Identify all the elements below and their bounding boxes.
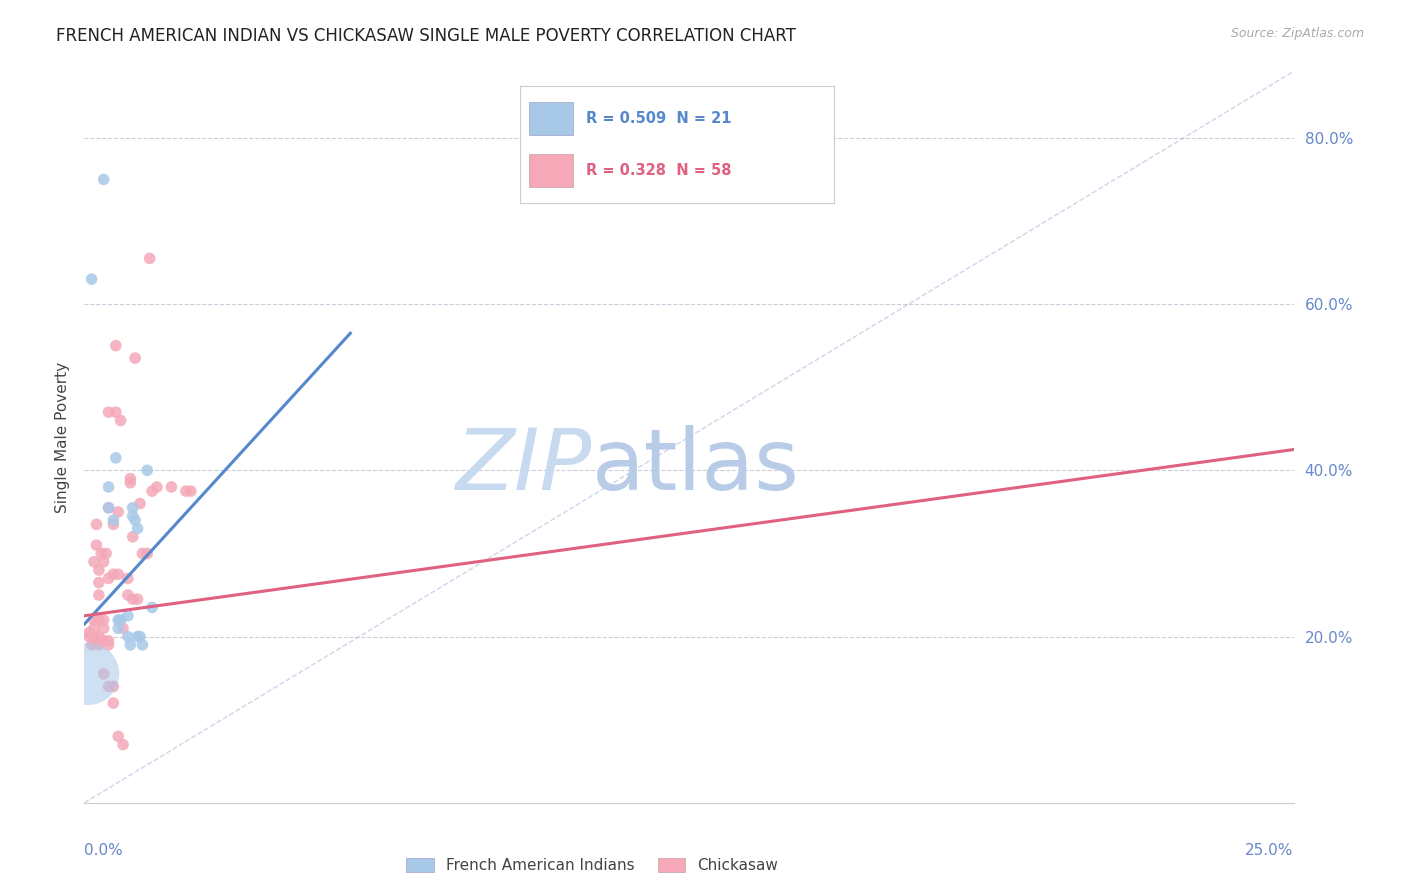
Point bbox=[87, 638, 110, 652]
Point bbox=[112, 621, 135, 635]
Point bbox=[107, 567, 129, 582]
Point bbox=[117, 608, 139, 623]
Text: 0.0%: 0.0% bbox=[84, 843, 124, 858]
Point bbox=[138, 252, 160, 266]
Y-axis label: Single Male Poverty: Single Male Poverty bbox=[55, 361, 70, 513]
Point bbox=[93, 555, 115, 569]
Point bbox=[146, 480, 169, 494]
Point bbox=[117, 571, 139, 585]
Point bbox=[160, 480, 183, 494]
Point bbox=[103, 567, 125, 582]
Point bbox=[136, 463, 159, 477]
Point bbox=[120, 475, 142, 490]
Point bbox=[97, 571, 120, 585]
Point bbox=[86, 538, 108, 552]
Point bbox=[107, 621, 129, 635]
Point bbox=[131, 638, 153, 652]
Point bbox=[110, 613, 132, 627]
Point bbox=[127, 521, 149, 535]
Point bbox=[120, 638, 142, 652]
Point bbox=[90, 546, 112, 560]
Point bbox=[103, 517, 125, 532]
Point bbox=[93, 633, 115, 648]
Point bbox=[86, 517, 108, 532]
Point bbox=[93, 172, 115, 186]
Text: Source: ZipAtlas.com: Source: ZipAtlas.com bbox=[1230, 27, 1364, 40]
Point bbox=[94, 546, 117, 560]
Point bbox=[77, 630, 100, 644]
Point bbox=[93, 667, 115, 681]
Point bbox=[124, 351, 146, 365]
Legend: French American Indians, Chickasaw: French American Indians, Chickasaw bbox=[401, 852, 785, 880]
Point bbox=[174, 484, 197, 499]
Point bbox=[117, 588, 139, 602]
Point bbox=[83, 555, 105, 569]
Point bbox=[107, 613, 129, 627]
Point bbox=[93, 621, 115, 635]
Point bbox=[83, 621, 105, 635]
Point bbox=[103, 680, 125, 694]
Point bbox=[127, 592, 149, 607]
Point bbox=[87, 630, 110, 644]
Point bbox=[97, 500, 120, 515]
Point bbox=[117, 630, 139, 644]
Point bbox=[97, 500, 120, 515]
Point bbox=[77, 667, 100, 681]
Point bbox=[131, 546, 153, 560]
Point bbox=[87, 563, 110, 577]
Point bbox=[87, 588, 110, 602]
Point bbox=[141, 600, 163, 615]
Point bbox=[80, 272, 103, 286]
Text: FRENCH AMERICAN INDIAN VS CHICKASAW SINGLE MALE POVERTY CORRELATION CHART: FRENCH AMERICAN INDIAN VS CHICKASAW SING… bbox=[56, 27, 796, 45]
Point bbox=[141, 484, 163, 499]
Point bbox=[93, 613, 115, 627]
Point bbox=[129, 497, 152, 511]
Point bbox=[103, 696, 125, 710]
Point bbox=[107, 505, 129, 519]
Point bbox=[121, 509, 143, 524]
Point bbox=[77, 625, 100, 640]
Point bbox=[120, 472, 142, 486]
Point bbox=[87, 613, 110, 627]
Point bbox=[107, 729, 129, 743]
Point bbox=[97, 680, 120, 694]
Point bbox=[97, 633, 120, 648]
Point bbox=[124, 513, 146, 527]
Point bbox=[104, 338, 127, 352]
Point bbox=[103, 513, 125, 527]
Text: 25.0%: 25.0% bbox=[1246, 843, 1294, 858]
Text: atlas: atlas bbox=[592, 425, 800, 508]
Point bbox=[87, 575, 110, 590]
Point bbox=[83, 633, 105, 648]
Point bbox=[121, 530, 143, 544]
Point bbox=[129, 630, 152, 644]
Point bbox=[180, 484, 202, 499]
Point bbox=[136, 546, 159, 560]
Point bbox=[97, 638, 120, 652]
Point bbox=[121, 500, 143, 515]
Point bbox=[112, 738, 135, 752]
Point bbox=[97, 405, 120, 419]
Point bbox=[127, 630, 149, 644]
Point bbox=[104, 405, 127, 419]
Point bbox=[80, 638, 103, 652]
Point bbox=[83, 613, 105, 627]
Point bbox=[104, 450, 127, 465]
Point bbox=[121, 592, 143, 607]
Text: ZIP: ZIP bbox=[456, 425, 592, 508]
Point bbox=[97, 480, 120, 494]
Point bbox=[110, 413, 132, 427]
Point bbox=[83, 630, 105, 644]
